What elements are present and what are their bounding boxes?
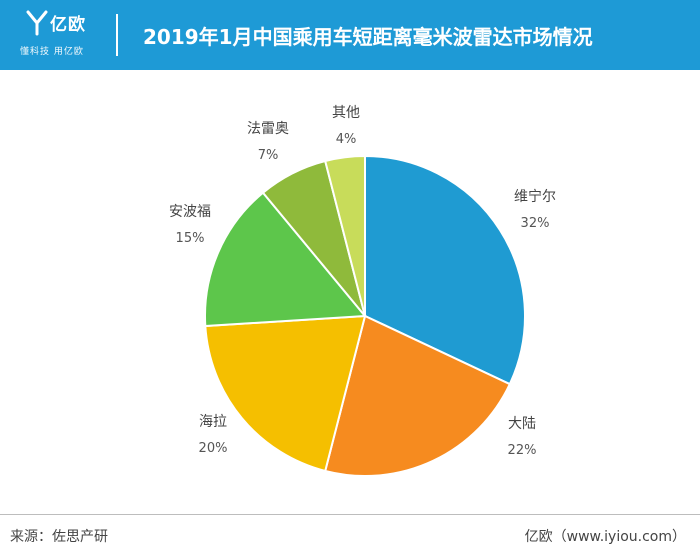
slice-value-hella: 20%: [199, 441, 228, 456]
slice-label-continental: 大陆: [508, 416, 536, 432]
yiou-logo-icon: [26, 10, 48, 36]
header-bar: 亿欧 懂科技 用亿欧 2019年1月中国乘用车短距离毫米波雷达市场情况: [0, 0, 700, 70]
pie-slice-continental: [323, 314, 512, 477]
pie-slice-hella: [204, 314, 367, 473]
footer-divider: [0, 514, 700, 515]
slice-label-other: 其他: [332, 105, 360, 121]
chart-title: 2019年1月中国乘用车短距离毫米波雷达市场情况: [143, 25, 593, 49]
slice-label-weining: 维宁尔: [514, 188, 556, 205]
slice-value-valeo: 7%: [258, 148, 279, 163]
slice-value-continental: 22%: [508, 443, 537, 458]
pie-chart: 维宁尔 32% 大陆 22% 海拉 20% 安波福 15% 法雷奥 7% 其他 4%: [169, 105, 556, 477]
pie-slice-other: [323, 154, 366, 317]
slice-label-aptiv: 安波福: [169, 204, 211, 220]
slice-value-weining: 32%: [521, 216, 550, 231]
logo-tagline: 懂科技 用亿欧: [20, 47, 84, 57]
pie-slice-weining: [364, 154, 526, 386]
slice-value-other: 4%: [336, 132, 357, 147]
header-divider: [116, 14, 118, 56]
credit-note: 亿欧（www.iyiou.com）: [524, 529, 686, 545]
slice-value-aptiv: 15%: [176, 231, 205, 246]
pie-slice-aptiv: [204, 191, 368, 328]
source-note: 来源：佐思产研: [10, 529, 108, 545]
slice-label-hella: 海拉: [199, 414, 227, 430]
slice-label-valeo: 法雷奥: [247, 120, 289, 137]
logo-name: 亿欧: [50, 15, 86, 35]
